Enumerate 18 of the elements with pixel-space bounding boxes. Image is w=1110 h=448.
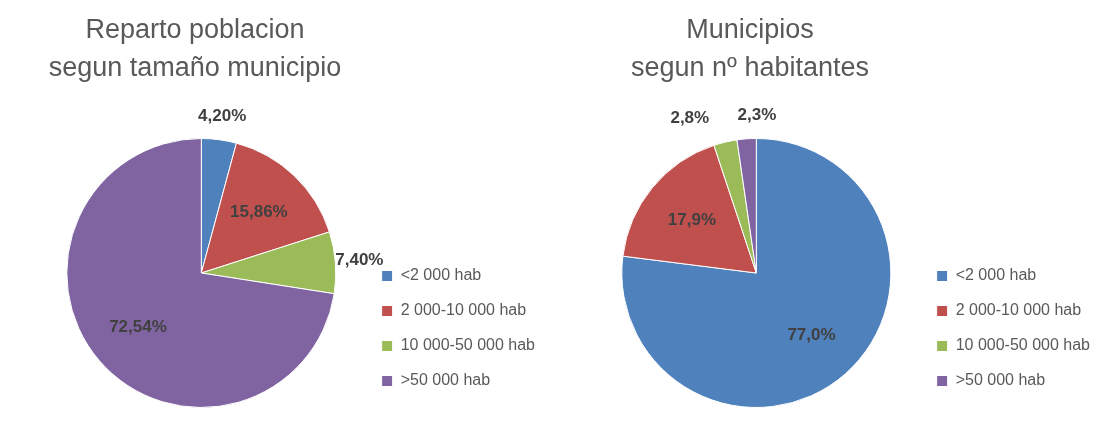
data-label: 15,86% <box>230 202 288 222</box>
data-label: 77,0% <box>787 325 836 345</box>
legend-label: 10 000-50 000 hab <box>400 336 536 354</box>
legend-label: <2 000 hab <box>400 266 482 284</box>
data-label: 17,9% <box>667 209 717 229</box>
legend-label: >50 000 hab <box>955 371 1046 389</box>
data-label: 4,20% <box>198 105 247 125</box>
legend-label: 10 000-50 000 hab <box>955 336 1091 354</box>
data-label: 7,40% <box>335 250 384 270</box>
legend-label: >50 000 hab <box>400 371 491 389</box>
chart-title: Municipios segun nº habitantes <box>629 13 870 84</box>
data-label: 2,3% <box>737 104 777 124</box>
data-label: 2,8% <box>670 108 710 128</box>
legend-label: <2 000 hab <box>955 266 1037 284</box>
legend-label: 2 000-10 000 hab <box>955 301 1082 319</box>
chart-title: Reparto poblacion segun tamaño municipio <box>47 13 343 84</box>
legend-label: 2 000-10 000 hab <box>400 301 527 319</box>
data-label: 72,54% <box>109 316 167 336</box>
